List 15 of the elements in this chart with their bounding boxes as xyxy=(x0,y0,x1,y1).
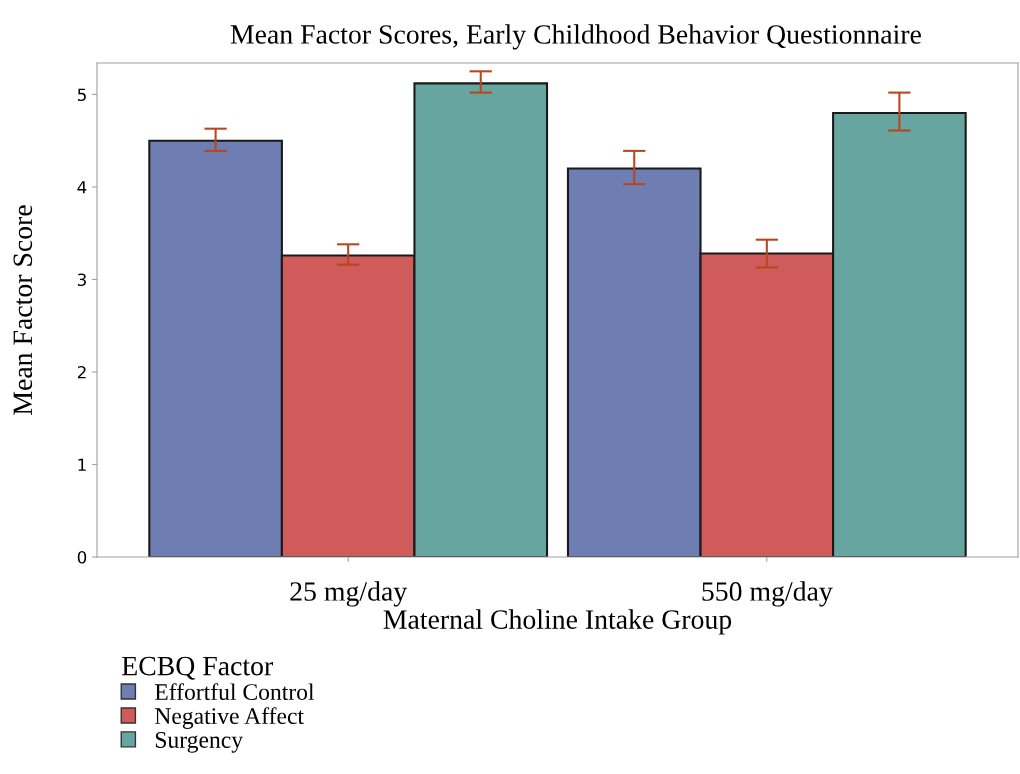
x-tick-label: 550 mg/day xyxy=(702,581,833,607)
x-tick-label: 25 mg/day xyxy=(290,581,408,607)
legend-label: Effortful Control xyxy=(154,683,315,701)
y-axis-title: Mean Factor Score xyxy=(13,205,33,415)
y-tick-label: 0 xyxy=(77,550,87,564)
y-tick-label: 5 xyxy=(77,88,86,102)
y-tick-label: 4 xyxy=(77,181,87,194)
x-axis-title: Maternal Choline Intake Group xyxy=(383,609,732,635)
legend-title: ECBQ Factor xyxy=(122,656,273,680)
chart-title: Mean Factor Scores, Early Childhood Behavior Questionnaire xyxy=(230,24,921,50)
legend-label: Negative Affect xyxy=(154,707,304,729)
legend-label: Surgency xyxy=(155,732,243,753)
y-tick-label: 3 xyxy=(77,273,86,287)
y-tick-label: 2 xyxy=(77,365,86,379)
y-tick-label: 1 xyxy=(78,458,86,471)
